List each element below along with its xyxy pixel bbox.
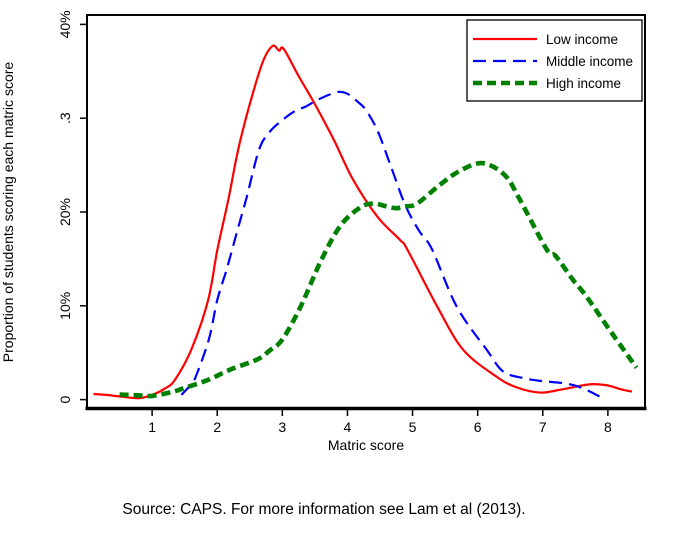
y-tick-label: 40% xyxy=(57,10,73,38)
x-tick-label: 5 xyxy=(409,419,417,435)
x-axis-title: Matric score xyxy=(328,437,404,453)
legend: Low income Middle income High income xyxy=(466,19,643,102)
y-axis-title: Proportion of students scoring each matr… xyxy=(0,62,16,363)
legend-entry-low-income: Low income xyxy=(473,32,618,47)
x-tick-label: 7 xyxy=(539,419,547,435)
legend-label-middle-income: Middle income xyxy=(546,54,633,69)
legend-entry-middle-income: Middle income xyxy=(473,54,633,69)
x-tick-label: 1 xyxy=(148,419,156,435)
curve-middle-income xyxy=(180,90,601,398)
x-tick-label: 2 xyxy=(213,419,221,435)
y-tick-label: 10% xyxy=(57,292,73,320)
legend-entry-high-income: High income xyxy=(473,76,621,91)
y-tick-label: 20% xyxy=(57,198,73,226)
legend-label-high-income: High income xyxy=(546,76,621,91)
x-tick-label: 6 xyxy=(474,419,482,435)
y-tick-label: 0 xyxy=(57,395,73,403)
curve-high-income xyxy=(119,160,639,399)
x-tick-label: 4 xyxy=(344,419,352,435)
y-tick-label: .3 xyxy=(57,112,73,124)
x-tick-label: 3 xyxy=(278,419,286,435)
matric-score-chart: 0 10% 20% .3 40% 1 2 3 4 5 6 7 8 Proportion of studen… xyxy=(0,10,647,453)
curve-low-income xyxy=(93,44,633,400)
legend-label-low-income: Low income xyxy=(546,32,618,47)
source-note: Source: CAPS. For more information see L… xyxy=(122,501,526,518)
x-tick-label: 8 xyxy=(604,419,612,435)
